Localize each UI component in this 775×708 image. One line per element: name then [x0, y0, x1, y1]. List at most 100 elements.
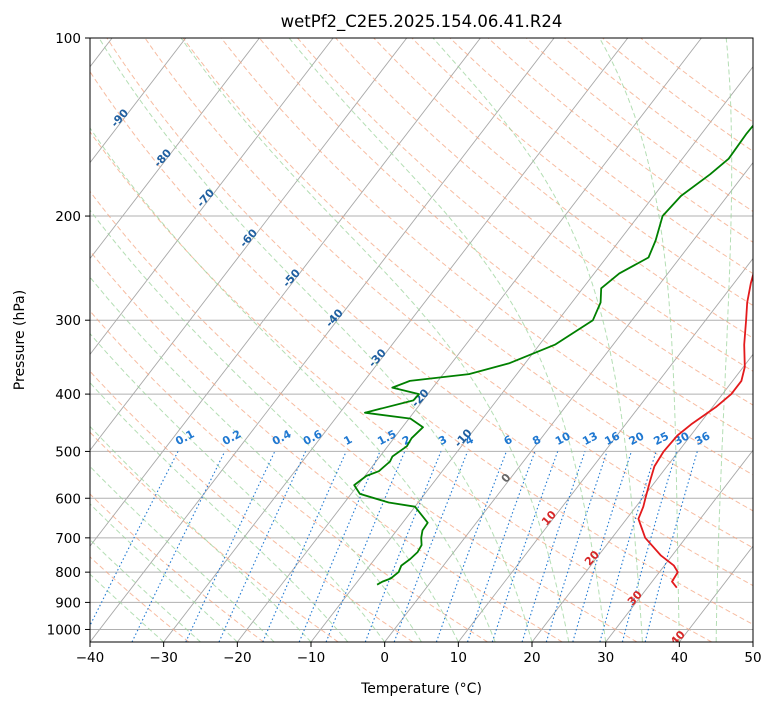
x-tick-label: 10	[450, 650, 467, 666]
mixing-ratio-line	[466, 451, 536, 642]
mixing-ratio-label: 6	[502, 433, 515, 448]
x-tick-label: 50	[744, 650, 761, 666]
x-tick-label: 0	[380, 650, 389, 666]
dry-adiabat-line	[602, 38, 753, 152]
mixing-ratio-label: 20	[627, 429, 647, 448]
isotherm-label: 40	[668, 628, 688, 648]
y-tick-label: 600	[55, 491, 81, 507]
dry-adiabat-line	[335, 38, 753, 372]
x-tick-label: −30	[149, 650, 178, 666]
dry-adiabat-line	[90, 310, 488, 642]
isotherm-label: -80	[151, 146, 174, 170]
mixing-ratio-line	[599, 451, 657, 642]
dry-adiabat-line	[106, 38, 753, 587]
isotherm-line	[163, 38, 629, 642]
dry-adiabat-line	[259, 38, 753, 441]
moist-adiabat-line	[98, 38, 533, 642]
mixing-ratio-line	[644, 451, 698, 642]
mixing-ratio-label: 0.6	[301, 427, 325, 448]
mixing-ratio-label: 25	[651, 429, 671, 448]
moist-adiabat-line	[180, 38, 570, 642]
dry-adiabat-line	[182, 38, 753, 512]
mixing-ratio-label: 13	[580, 429, 600, 448]
mixing-ratio-line	[218, 451, 307, 642]
dry-adiabat-line	[373, 38, 753, 339]
isotherm-line	[90, 38, 408, 451]
isotherm-line	[90, 38, 187, 164]
mixing-ratio-label: 36	[693, 429, 713, 448]
moist-adiabat-line	[432, 38, 643, 642]
mixing-ratio-line	[185, 451, 276, 642]
mixing-ratio-line	[621, 451, 678, 642]
isotherm-label: 0	[499, 471, 514, 486]
y-tick-label: 1000	[47, 622, 81, 638]
isotherm-label: 30	[625, 588, 645, 608]
isotherm-label: -40	[323, 306, 346, 330]
x-tick-label: −10	[297, 650, 326, 666]
mixing-ratio-line	[491, 451, 559, 642]
moist-adiabat-line	[288, 38, 607, 642]
moist-adiabat-line	[715, 38, 733, 642]
moist-adiabat-line	[599, 38, 680, 642]
dry-adiabat-line	[90, 493, 264, 642]
mixing-ratio-label: 0.1	[173, 427, 196, 448]
moist-adiabat-line	[90, 573, 165, 642]
dry-adiabat-line	[90, 70, 753, 625]
temperature-profile	[637, 271, 753, 589]
dry-adiabat-line	[411, 38, 753, 307]
y-tick-label: 500	[55, 444, 81, 460]
mixing-ratio-line	[298, 451, 381, 642]
mixing-ratio-label: 1.5	[375, 427, 398, 448]
isotherm-line	[457, 257, 753, 642]
mixing-ratio-label: 3	[436, 433, 449, 448]
mixing-ratio-line	[131, 451, 226, 642]
mixing-ratio-label: 8	[530, 433, 543, 448]
dewpoint-profile	[353, 124, 753, 586]
y-tick-label: 200	[55, 209, 81, 225]
mixing-ratio-label: 30	[672, 429, 692, 448]
y-axis: 100 200 300 400 500 600 700 800 900 1000	[47, 31, 90, 638]
mixing-ratio-line	[435, 451, 507, 642]
y-tick-label: 900	[55, 595, 81, 611]
dry-adiabat-line	[90, 130, 712, 642]
y-axis-label: Pressure (hPa)	[12, 290, 28, 390]
x-axis: −40 −30 −20 −10 0 10 20 30 40 50	[76, 642, 762, 666]
isotherm-line	[531, 353, 753, 642]
isotherm-label: -70	[194, 186, 217, 210]
y-tick-label: 300	[55, 313, 81, 329]
dry-adiabat-line	[90, 190, 638, 642]
isotherm-line	[752, 641, 753, 642]
moist-adiabat-line	[90, 425, 312, 642]
isotherm-line	[236, 38, 702, 642]
dry-adiabat-line	[90, 370, 414, 642]
mixing-ratio-line	[393, 451, 469, 642]
moist-adiabat-line	[90, 276, 422, 642]
isotherm-label: 20	[582, 548, 602, 568]
isotherm-line	[90, 38, 260, 260]
moist-adiabat-line	[90, 209, 459, 642]
dry-adiabat-line	[220, 38, 753, 476]
x-tick-label: 30	[597, 650, 614, 666]
isotherm-line	[90, 38, 555, 642]
x-axis-label: Temperature (°C)	[360, 681, 482, 697]
mixing-ratio-label: 16	[602, 429, 622, 448]
isotherm-label: -30	[366, 346, 389, 370]
plot-frame	[89, 37, 754, 643]
mixing-ratio-line	[325, 451, 406, 642]
mixing-ratio-line	[521, 451, 586, 642]
moist-adiabat-line	[90, 332, 386, 642]
plot-area: 0.1 0.2 0.4 0.6 1 1.5 2 3 4 6 8 10 13 16 20 25 30 36-100-…	[90, 38, 753, 648]
x-tick-label: −20	[223, 650, 252, 666]
y-tick-label: 700	[55, 531, 81, 547]
moist-adiabat-line	[90, 465, 275, 642]
isotherm-line	[310, 66, 753, 642]
dry-adiabat-line	[525, 38, 753, 213]
isotherm-line	[90, 38, 334, 356]
y-tick-label: 400	[55, 387, 81, 403]
dry-adiabat-line	[90, 250, 563, 642]
isotherm-label: -20	[409, 386, 432, 410]
isotherm-line	[90, 38, 481, 547]
isotherm-line	[678, 545, 753, 642]
isotherm-label: -50	[280, 266, 303, 290]
